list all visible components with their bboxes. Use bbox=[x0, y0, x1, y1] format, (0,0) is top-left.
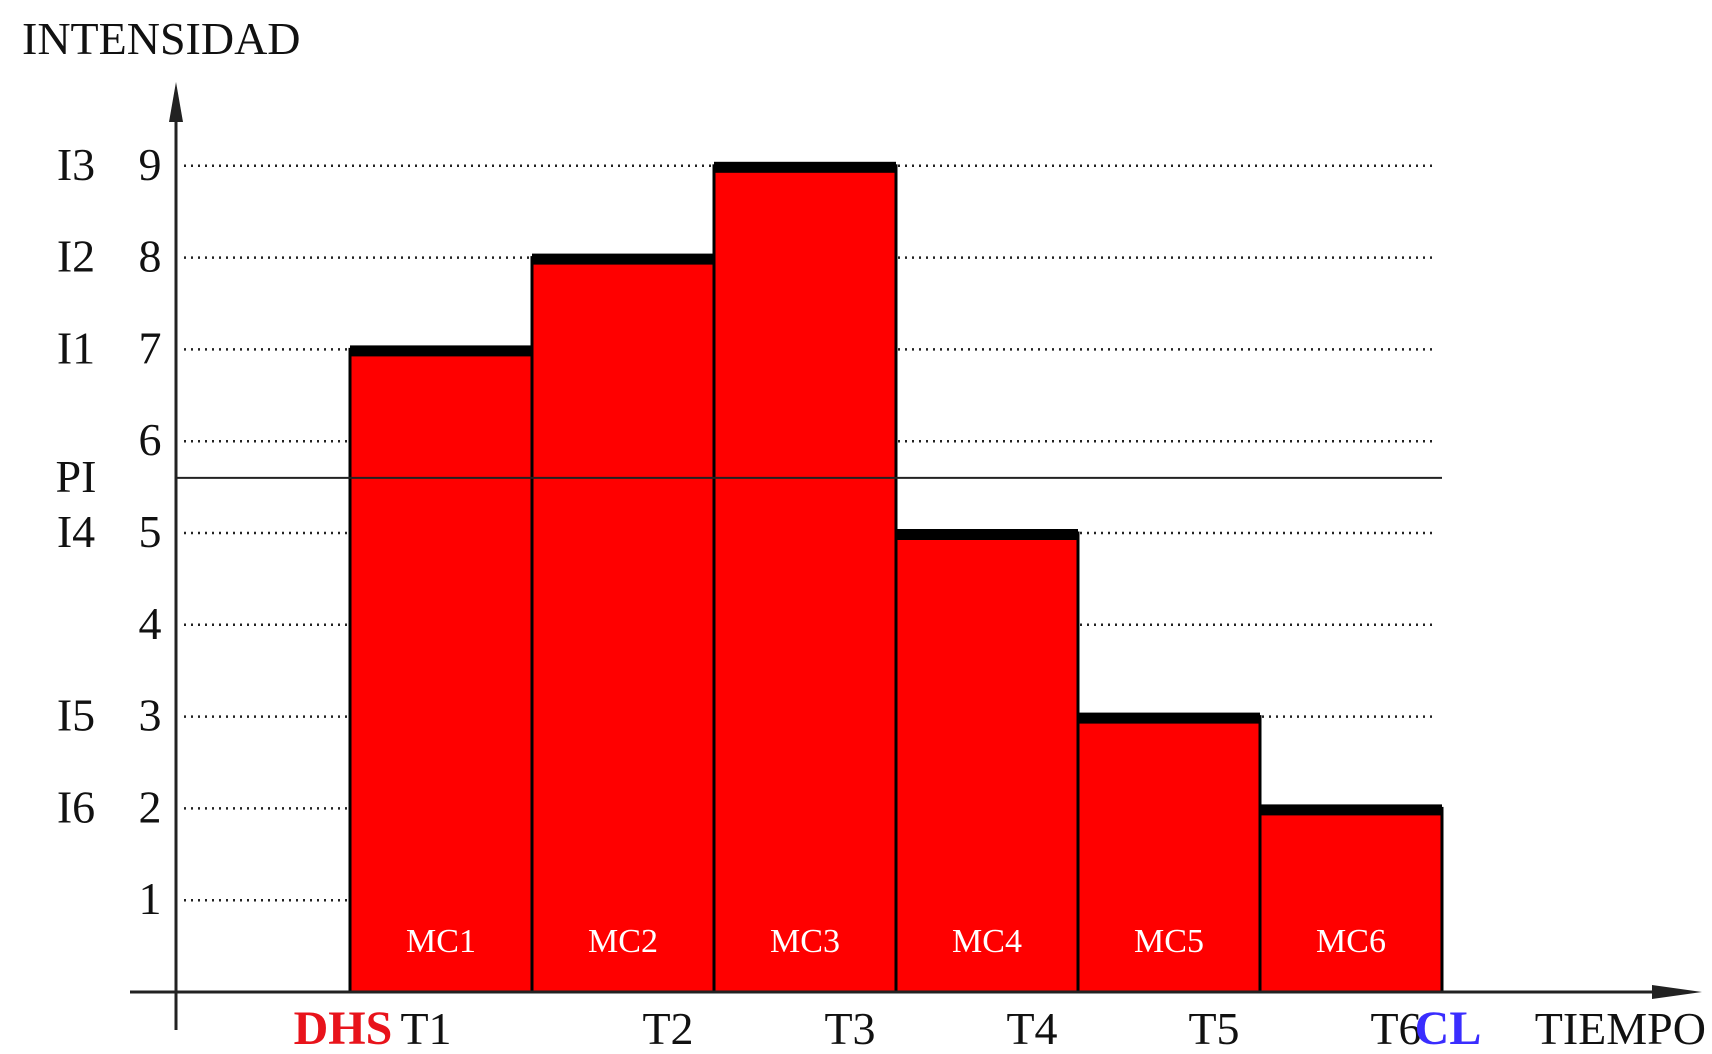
bar-T3 bbox=[712, 164, 898, 994]
x-tick-label: T2 bbox=[642, 1003, 693, 1054]
y-tick-label: 4 bbox=[139, 598, 162, 649]
y-axis-title: INTENSIDAD bbox=[22, 13, 301, 64]
y-tick-label: 5 bbox=[139, 506, 162, 557]
y-tick-label: 3 bbox=[139, 690, 162, 741]
x-tick-label: T4 bbox=[1006, 1003, 1057, 1054]
bar-top-edge bbox=[896, 529, 1078, 540]
bar-label: MC4 bbox=[952, 923, 1022, 960]
x-axis-arrow bbox=[1652, 985, 1702, 999]
y-tick-label: 6 bbox=[139, 414, 162, 465]
x-tick-label: T1 bbox=[400, 1003, 451, 1054]
y-tick-label: 9 bbox=[139, 139, 162, 190]
level-label: I3 bbox=[57, 139, 95, 190]
bar-top-edge bbox=[532, 253, 714, 265]
bar-label: MC1 bbox=[406, 923, 476, 960]
level-label: I4 bbox=[57, 506, 95, 557]
y-axis-arrow bbox=[169, 82, 183, 122]
bar-label: MC3 bbox=[770, 923, 840, 960]
level-label: I1 bbox=[57, 322, 95, 373]
bar-T6 bbox=[1258, 806, 1444, 994]
level-label: I5 bbox=[57, 690, 95, 741]
x-axis-title: TIEMPO bbox=[1535, 1003, 1706, 1054]
bars: MC1 MC2 MC3 MC4 MC5 MC6 bbox=[348, 161, 1444, 994]
y-tick-label: 2 bbox=[139, 781, 162, 832]
x-tick-label: T5 bbox=[1188, 1003, 1239, 1054]
end-marker-label: CL bbox=[1415, 1002, 1482, 1054]
labels: 1 2 3 4 5 6 7 8 9 I1 I2 I3 I4 I5 I6 T1 T2 T3 T4 T5 T6 PI INTEN… bbox=[22, 13, 1706, 1054]
bar-top-edge bbox=[1260, 804, 1442, 816]
level-label: I6 bbox=[57, 781, 95, 832]
y-tick-label: 8 bbox=[139, 231, 162, 282]
bar-T4 bbox=[894, 531, 1080, 994]
bar-T1 bbox=[348, 347, 534, 994]
y-tick-label: 7 bbox=[139, 322, 162, 373]
axes bbox=[130, 82, 1702, 1030]
x-tick-label: T6 bbox=[1370, 1003, 1421, 1054]
bar-top-edge bbox=[1078, 712, 1260, 724]
level-label: I2 bbox=[57, 231, 95, 282]
bar-top-edge bbox=[714, 161, 896, 173]
bar-top-edge bbox=[350, 345, 532, 357]
x-tick-label: T3 bbox=[824, 1003, 875, 1054]
bar-label: MC6 bbox=[1316, 923, 1386, 960]
bar-T2 bbox=[530, 256, 716, 994]
y-tick-label: 1 bbox=[139, 873, 162, 924]
threshold-label: PI bbox=[56, 451, 97, 502]
start-marker-label: DHS bbox=[294, 1002, 393, 1054]
bar-label: MC5 bbox=[1134, 923, 1204, 960]
bar-label: MC2 bbox=[588, 923, 658, 960]
